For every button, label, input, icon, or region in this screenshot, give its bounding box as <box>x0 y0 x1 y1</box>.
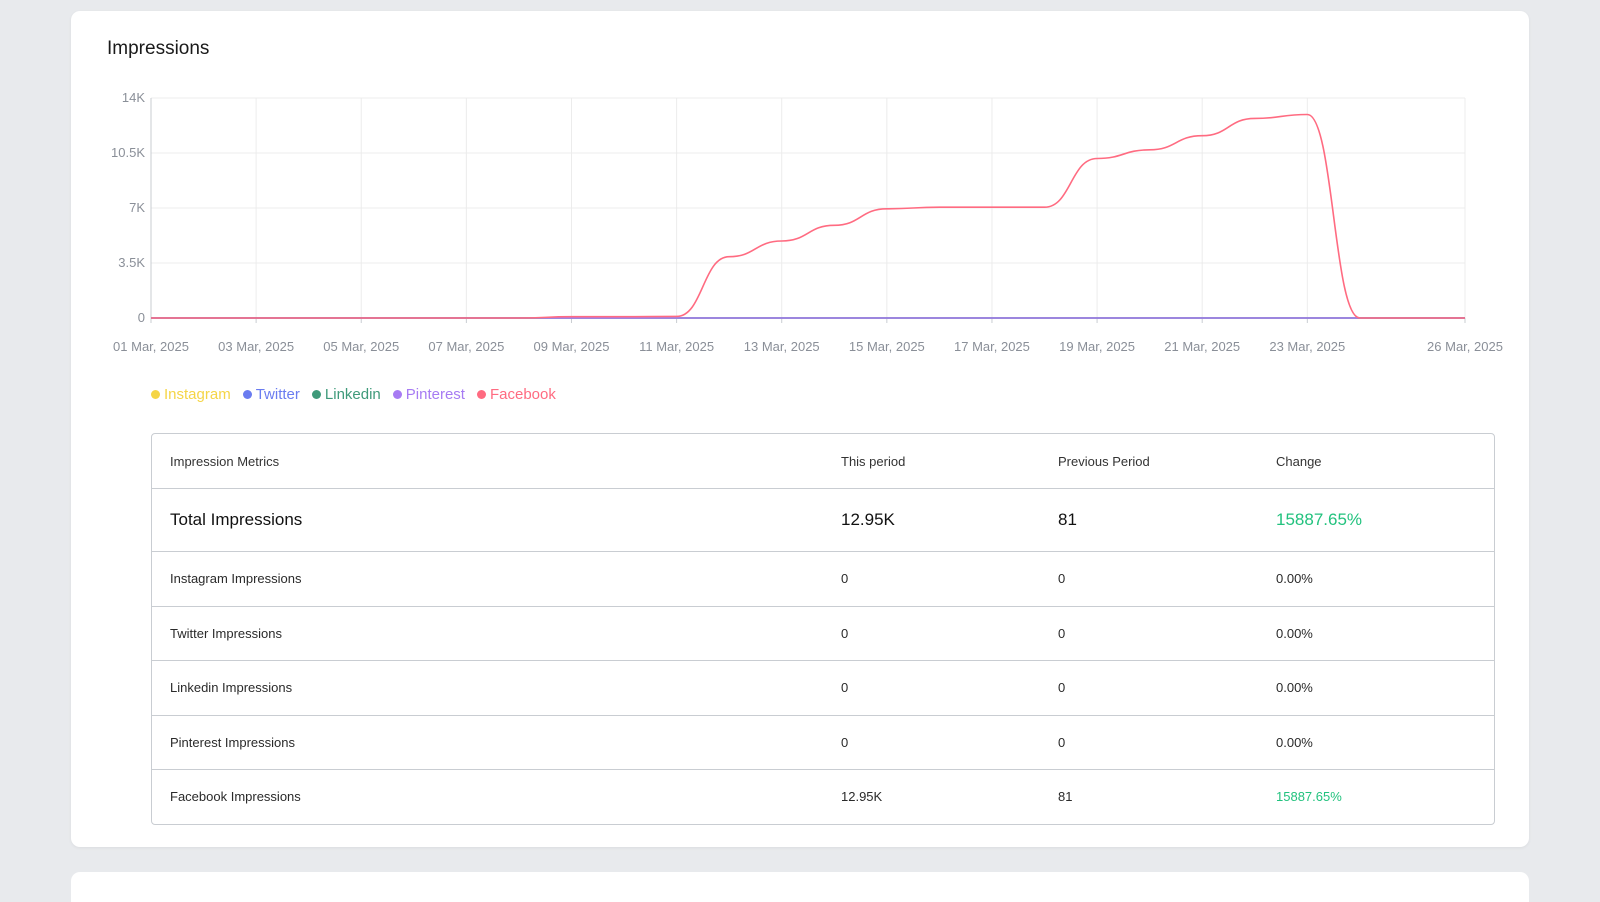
header-previous-period: Previous Period <box>1058 453 1150 469</box>
table-row: Facebook Impressions 12.95K 81 15887.65% <box>152 769 1494 824</box>
table-header-row: Impression Metrics This period Previous … <box>152 434 1494 488</box>
x-tick-label: 07 Mar, 2025 <box>428 339 504 354</box>
row-label: Twitter Impressions <box>170 625 282 641</box>
legend-dot-pinterest <box>392 390 402 399</box>
legend-label-facebook: Facebook <box>489 386 556 403</box>
x-tick-label: 19 Mar, 2025 <box>1059 339 1135 354</box>
y-tick-label: 7K <box>129 200 145 215</box>
x-tick-label: 09 Mar, 2025 <box>534 339 610 354</box>
y-tick-label: 0 <box>138 310 145 325</box>
row-previous-period: 0 <box>1058 734 1066 750</box>
legend-item-instagram[interactable]: Instagram <box>151 386 231 403</box>
row-label: Instagram Impressions <box>170 571 302 587</box>
row-previous-period: 81 <box>1058 789 1073 805</box>
legend-label-pinterest: Pinterest <box>405 386 465 403</box>
impressions-line-chart: 0 3.5K 7K 10.5K 14K 01 Mar, 2025 03 Mar, 2025 0… <box>111 90 1503 354</box>
row-this-period: 0 <box>841 734 849 750</box>
x-tick-label: 15 Mar, 2025 <box>849 339 925 354</box>
total-this-period: 12.95K <box>841 510 895 529</box>
legend-dot-linkedin <box>311 390 321 399</box>
row-change: 0.00% <box>1276 625 1313 641</box>
row-change: 0.00% <box>1276 680 1313 696</box>
row-previous-period: 0 <box>1058 571 1066 587</box>
x-tick-label: 03 Mar, 2025 <box>218 339 294 354</box>
table-row: Pinterest Impressions 0 0 0.00% <box>152 714 1494 770</box>
table-row: Linkedin Impressions 0 0 0.00% <box>152 660 1494 715</box>
row-label: Facebook Impressions <box>170 789 301 805</box>
next-card <box>71 872 1529 902</box>
legend-dot-instagram <box>151 390 160 399</box>
legend-label-linkedin: Linkedin <box>324 386 381 403</box>
x-tick-label: 23 Mar, 2025 <box>1269 339 1345 354</box>
row-label: Linkedin Impressions <box>170 680 293 696</box>
row-this-period: 0 <box>841 680 849 696</box>
x-tick-label: 17 Mar, 2025 <box>954 339 1030 354</box>
y-tick-label: 3.5K <box>118 255 145 270</box>
legend-item-facebook[interactable]: Facebook <box>476 386 556 403</box>
table-row-total: Total Impressions 12.95K 81 15887.65% <box>152 488 1494 551</box>
total-previous-period: 81 <box>1058 510 1077 529</box>
total-change: 15887.65% <box>1276 510 1363 529</box>
row-change: 0.00% <box>1276 734 1313 750</box>
x-tick-label: 11 Mar, 2025 <box>639 339 714 354</box>
table-row: Instagram Impressions 0 0 0.00% <box>152 551 1494 606</box>
legend-dot-twitter <box>242 390 252 399</box>
table-row: Twitter Impressions 0 0 0.00% <box>152 605 1494 661</box>
x-tick-label: 01 Mar, 2025 <box>113 339 189 354</box>
legend-label-twitter: Twitter <box>255 386 300 403</box>
row-this-period: 0 <box>841 571 849 587</box>
card-title: Impressions <box>107 38 210 59</box>
y-tick-label: 14K <box>122 90 145 105</box>
total-label: Total Impressions <box>170 510 303 529</box>
impressions-card: Impressions 0 3.5K 7K 10.5K 14K 01 Mar, 2025 0… <box>71 11 1529 847</box>
impression-metrics-table: Impression Metrics This period Previous … <box>151 433 1495 825</box>
x-tick-label: 21 Mar, 2025 <box>1164 339 1240 354</box>
header-metric: Impression Metrics <box>170 453 280 469</box>
legend-item-twitter[interactable]: Twitter <box>242 386 300 403</box>
row-change: 0.00% <box>1276 571 1313 587</box>
row-this-period: 12.95K <box>841 789 883 805</box>
y-tick-label: 10.5K <box>111 145 145 160</box>
row-label: Pinterest Impressions <box>170 734 295 750</box>
legend-item-pinterest[interactable]: Pinterest <box>392 386 465 403</box>
legend-item-linkedin[interactable]: Linkedin <box>311 386 381 403</box>
header-change: Change <box>1276 453 1322 469</box>
x-tick-label: 13 Mar, 2025 <box>744 339 820 354</box>
x-tick-label: 26 Mar, 2025 <box>1427 339 1503 354</box>
row-change: 15887.65% <box>1276 789 1342 805</box>
chart-legend: Instagram Twitter Linkedin Pinterest Fac… <box>151 386 556 403</box>
header-this-period: This period <box>841 453 906 469</box>
row-previous-period: 0 <box>1058 625 1066 641</box>
row-this-period: 0 <box>841 625 849 641</box>
row-previous-period: 0 <box>1058 680 1066 696</box>
x-tick-label: 05 Mar, 2025 <box>323 339 399 354</box>
legend-label-instagram: Instagram <box>164 386 231 403</box>
legend-dot-facebook <box>476 390 486 399</box>
series-line-facebook <box>150 113 1465 319</box>
